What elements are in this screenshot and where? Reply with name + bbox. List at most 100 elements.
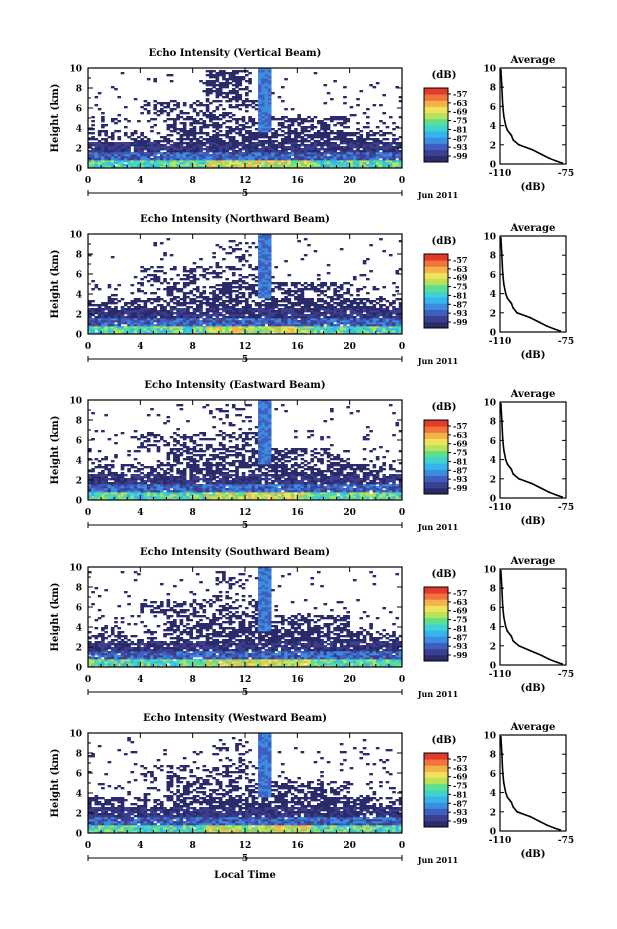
heatmap-cell	[218, 302, 223, 305]
heatmap-cell	[179, 164, 184, 167]
heatmap-cell	[261, 150, 265, 153]
heatmap-cell	[248, 314, 252, 317]
heatmap-cell	[245, 312, 249, 315]
heatmap-cell	[159, 484, 164, 487]
heatmap-cell	[258, 102, 262, 105]
heatmap-cell	[182, 274, 187, 277]
heatmap-cell	[225, 72, 229, 75]
heatmap-cell	[287, 118, 292, 121]
heatmap-cell	[258, 258, 262, 261]
heatmap-cell	[199, 302, 203, 305]
heatmap-cell	[261, 234, 265, 237]
heatmap-cell	[287, 300, 292, 303]
heatmap-cell	[199, 122, 203, 125]
heatmap-cell	[156, 144, 161, 147]
heatmap-cell	[123, 492, 128, 495]
heatmap-cell	[189, 328, 194, 331]
heatmap-cell	[349, 284, 354, 287]
heatmap-cell	[369, 166, 373, 169]
heatmap-cell	[251, 164, 256, 167]
heatmap-cell	[258, 254, 262, 257]
heatmap-cell	[133, 154, 138, 157]
heatmap-cell	[356, 140, 360, 143]
heatmap-cell	[146, 488, 151, 491]
heatmap-cell	[320, 322, 324, 325]
heatmap-cell	[300, 326, 305, 329]
heatmap-cell	[205, 302, 210, 305]
heatmap-cell	[137, 476, 141, 479]
heatmap-cell	[343, 282, 347, 285]
heatmap-cell	[313, 306, 318, 309]
heatmap-cell	[271, 276, 275, 279]
heatmap-cell	[163, 154, 167, 157]
heatmap-cell	[287, 156, 292, 159]
heatmap-cell	[388, 152, 393, 155]
heatmap-cell	[199, 308, 203, 311]
heatmap-cell	[258, 106, 262, 109]
heatmap-cell	[271, 142, 275, 145]
heatmap-cell	[169, 80, 174, 83]
heatmap-cell	[231, 330, 236, 333]
heatmap-cell	[156, 114, 161, 117]
heatmap-cell	[316, 134, 321, 137]
heatmap-cell	[313, 308, 318, 311]
heatmap-cell	[369, 138, 373, 141]
heatmap-cell	[150, 492, 154, 495]
heatmap-cell	[146, 300, 151, 303]
heatmap-cell	[359, 306, 364, 309]
heatmap-cell	[280, 324, 285, 327]
heatmap-cell	[349, 318, 354, 321]
heatmap-cell	[241, 324, 246, 327]
y-tick-label: 0	[76, 165, 82, 175]
heatmap-cell	[326, 146, 331, 149]
heatmap-cell	[209, 330, 213, 333]
heatmap-cell	[284, 162, 288, 165]
heatmap-cell	[336, 320, 341, 323]
heatmap-cell	[245, 276, 249, 279]
heatmap-cell	[120, 318, 125, 321]
heatmap-cell	[228, 300, 233, 303]
heatmap-cell	[218, 288, 223, 291]
heatmap-cell	[182, 146, 187, 149]
heatmap-cell	[117, 484, 122, 487]
heatmap-cell	[238, 142, 243, 145]
heatmap-cell	[385, 166, 390, 169]
heatmap-cell	[280, 148, 285, 151]
heatmap-cell	[313, 286, 318, 289]
heatmap-cell	[336, 304, 341, 307]
heatmap-cell	[267, 118, 272, 121]
heatmap-cell	[231, 318, 236, 321]
heatmap-cell	[264, 288, 269, 291]
heatmap-cell	[199, 146, 203, 149]
heatmap-cell	[192, 156, 197, 159]
heatmap-cell	[248, 288, 252, 291]
heatmap-cell	[336, 310, 341, 313]
heatmap-cell	[169, 314, 174, 317]
heatmap-cell	[352, 332, 357, 335]
heatmap-cell	[346, 140, 351, 143]
heatmap-cell	[192, 330, 197, 333]
heatmap-cell	[114, 488, 118, 491]
heatmap-cell	[88, 486, 92, 489]
heatmap-cell	[117, 158, 122, 161]
heatmap-cell	[189, 116, 194, 119]
heatmap-cell	[392, 140, 396, 143]
average-profile-line	[500, 69, 563, 164]
heatmap-cell	[310, 312, 315, 315]
heatmap-cell	[307, 156, 311, 159]
heatmap-cell	[202, 164, 207, 167]
heatmap-cell	[107, 314, 112, 317]
heatmap-cell	[251, 124, 256, 127]
heatmap-cell	[267, 164, 272, 167]
heatmap-cell	[388, 254, 393, 257]
heatmap-cell	[166, 162, 171, 165]
heatmap-cell	[137, 152, 141, 155]
heatmap-cell	[101, 482, 105, 485]
heatmap-cell	[349, 330, 354, 333]
heatmap-cell	[235, 118, 239, 121]
heatmap-cell	[362, 260, 367, 263]
heatmap-cell	[284, 146, 288, 149]
heatmap-cell	[97, 486, 102, 489]
heatmap-cell	[241, 134, 246, 137]
heatmap-cell	[173, 124, 177, 127]
